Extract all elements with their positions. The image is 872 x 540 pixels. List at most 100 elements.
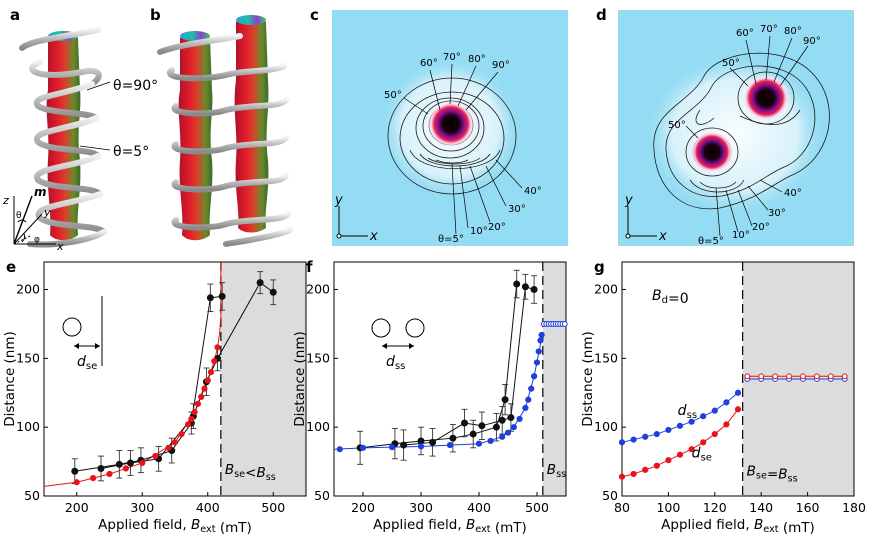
data-point bbox=[139, 459, 146, 467]
core-d2 bbox=[742, 74, 790, 122]
axes-d bbox=[627, 206, 657, 237]
contour-label: 10° bbox=[732, 230, 750, 241]
corner-label: Bd=0 bbox=[652, 288, 689, 307]
data-point bbox=[429, 438, 437, 446]
data-point bbox=[744, 373, 751, 380]
contour-label: 80° bbox=[784, 26, 802, 37]
x-tick-label: 500 bbox=[525, 500, 549, 515]
panel-label-c: c bbox=[310, 6, 319, 24]
inset-skyrmion-circle bbox=[371, 318, 391, 338]
y-tick-label: 50 bbox=[314, 488, 330, 503]
contour-label: 30° bbox=[508, 204, 526, 215]
x-tick-label: 180 bbox=[842, 500, 866, 515]
x-axis-label: Applied field, Bext (mT) bbox=[373, 517, 527, 536]
axis-z-a: z bbox=[2, 194, 9, 207]
red-fit-curve bbox=[43, 262, 222, 487]
x-tick-label: 100 bbox=[656, 500, 680, 515]
data-point bbox=[700, 413, 707, 420]
panel-label-d: d bbox=[596, 6, 607, 24]
tube-cap-b2 bbox=[236, 15, 266, 25]
region-label: Bse=Bss bbox=[747, 463, 798, 484]
contour-label: 40° bbox=[784, 188, 802, 199]
data-point bbox=[478, 422, 486, 430]
data-point bbox=[359, 444, 367, 451]
data-point bbox=[630, 436, 637, 443]
tube-cap-b1 bbox=[180, 31, 210, 41]
data-point bbox=[642, 466, 649, 473]
data-point bbox=[772, 373, 779, 380]
data-point bbox=[711, 407, 718, 414]
axis-x-c: x bbox=[369, 229, 378, 244]
axes-c bbox=[338, 206, 368, 237]
x-tick-label: 400 bbox=[196, 500, 220, 515]
coordinate-axes-a bbox=[13, 195, 56, 245]
data-point bbox=[211, 358, 218, 365]
y-tick-label: 200 bbox=[594, 282, 618, 297]
data-point bbox=[207, 369, 215, 376]
contour-labels-c: 60° 70° 80° 90° 50° 40° 30° 20° 10° θ=5° bbox=[384, 52, 542, 245]
skyrmion-tube-b2 bbox=[234, 17, 269, 233]
data-point bbox=[688, 446, 695, 453]
data-point bbox=[521, 283, 529, 291]
axis-x-a: x bbox=[56, 240, 64, 253]
data-point bbox=[758, 373, 765, 380]
core-d1 bbox=[690, 130, 734, 174]
data-point bbox=[475, 440, 483, 447]
skyrmion-tube-b1 bbox=[178, 33, 213, 241]
data-point bbox=[73, 479, 80, 486]
data-point bbox=[194, 400, 202, 407]
origin-d bbox=[625, 233, 631, 239]
data-point bbox=[786, 373, 792, 380]
data-point bbox=[522, 404, 529, 412]
data-point bbox=[827, 373, 834, 380]
theta5-label: θ=5° bbox=[113, 144, 149, 160]
data-point bbox=[492, 423, 500, 431]
data-point bbox=[204, 377, 211, 384]
data-point bbox=[507, 414, 515, 422]
y-tick-label: 150 bbox=[594, 350, 618, 365]
data-point bbox=[256, 279, 264, 287]
data-point bbox=[214, 344, 221, 351]
data-point bbox=[676, 422, 684, 429]
x-axis-label: Applied field, Bext (mT) bbox=[661, 517, 815, 536]
data-point bbox=[723, 399, 730, 406]
x-axis-label: Applied field, Bext (mT) bbox=[98, 517, 252, 536]
data-point bbox=[665, 457, 672, 464]
data-point bbox=[618, 473, 626, 480]
leader-5-a bbox=[79, 145, 111, 151]
data-point bbox=[126, 459, 134, 467]
y-tick-label: 200 bbox=[16, 282, 40, 297]
series-line bbox=[403, 286, 535, 446]
region-label: Bse<Bss bbox=[225, 462, 276, 483]
axis-phi-a: φ bbox=[34, 235, 40, 245]
data-point bbox=[800, 373, 806, 380]
data-point bbox=[171, 439, 179, 446]
data-point bbox=[513, 280, 521, 288]
contour-label: θ=5° bbox=[438, 234, 464, 245]
data-point bbox=[653, 430, 660, 438]
plot-frame bbox=[333, 261, 567, 497]
data-point bbox=[269, 288, 277, 296]
plot-frame bbox=[621, 261, 855, 497]
x-tick-label: 120 bbox=[703, 500, 727, 515]
curve-label-dss: dss bbox=[678, 403, 697, 421]
chart-g: 80 100 120 140 160 180 50 100 150 200 Applied fiel… bbox=[580, 261, 866, 536]
x-tick-label: 300 bbox=[409, 500, 433, 515]
x-tick-label: 200 bbox=[65, 500, 89, 515]
data-point bbox=[504, 429, 512, 436]
x-tick-label: 200 bbox=[351, 500, 375, 515]
chart-e: 200 300 400 500 50 100 150 200 Applied field, Be… bbox=[2, 261, 307, 536]
data-point bbox=[106, 470, 113, 478]
data-point bbox=[188, 415, 195, 423]
data-point bbox=[185, 421, 192, 428]
data-point bbox=[417, 443, 425, 450]
x-tick-label: 160 bbox=[796, 500, 820, 515]
chart-f: 200 300 400 500 50 100 150 200 Applied field, Be… bbox=[292, 261, 568, 536]
contour-label: 80° bbox=[468, 54, 486, 65]
contour-label: 10° bbox=[470, 226, 488, 237]
contour-label: 70° bbox=[443, 52, 461, 63]
data-point bbox=[642, 433, 649, 440]
data-point bbox=[178, 430, 185, 438]
data-point bbox=[191, 408, 198, 416]
contour-label: 30° bbox=[768, 208, 786, 219]
